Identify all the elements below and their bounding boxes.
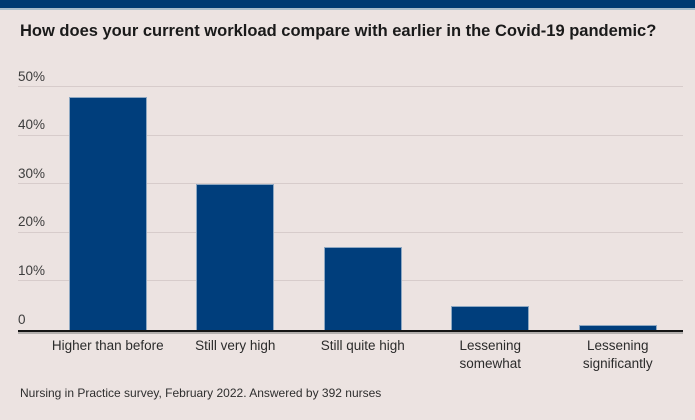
x-axis-label-3: Still quite high xyxy=(320,338,405,353)
bar-4 xyxy=(451,305,530,330)
bar-2 xyxy=(196,184,275,330)
bar-3 xyxy=(323,247,402,330)
x-axis-labels: Higher than before Still very high Still q… xyxy=(18,337,683,373)
y-tick-label-50: 50% xyxy=(18,68,46,84)
gridline-50 xyxy=(18,86,683,87)
bar-1 xyxy=(68,96,147,330)
gridline-30 xyxy=(18,183,683,185)
header-accent-bar xyxy=(0,0,695,8)
x-axis-label-2: Still very high xyxy=(195,338,276,353)
chart-title: How does your current workload compare w… xyxy=(20,22,657,40)
gridline-40 xyxy=(18,134,683,136)
y-tick-label-20: 20% xyxy=(18,214,46,230)
header-accent-underline xyxy=(0,8,695,10)
x-axis-label-1: Higher than before xyxy=(51,338,164,353)
y-tick-label-0: 0 xyxy=(18,311,26,327)
y-tick-label-30: 30% xyxy=(18,165,46,181)
gridline-20 xyxy=(18,231,683,233)
x-axis-label-4: Lessening somewhat xyxy=(459,338,522,371)
y-tick-label-10: 10% xyxy=(18,262,46,278)
y-tick-label-40: 40% xyxy=(18,117,46,133)
x-axis-label-5: Lessening significantly xyxy=(582,338,653,371)
bar-5 xyxy=(578,325,657,330)
plot-area: 50% 40% 30% 20% 10% 0 xyxy=(18,69,683,330)
source-note: Nursing in Practice survey, February 202… xyxy=(20,386,382,400)
x-axis-line xyxy=(18,330,683,332)
